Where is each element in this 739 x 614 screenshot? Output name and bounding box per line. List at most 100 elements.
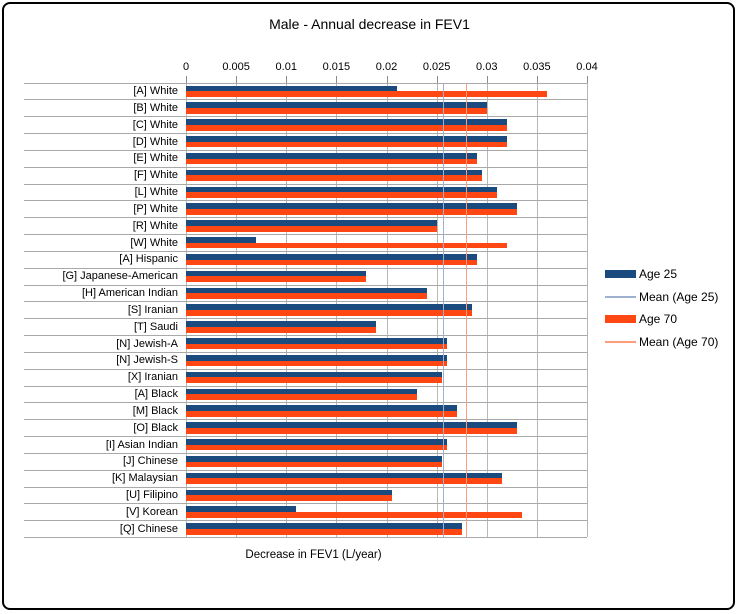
row-separator-line [24, 183, 587, 185]
row-separator-line [24, 250, 587, 252]
category-label: [G] Japanese-American [62, 270, 178, 283]
bar-age70 [186, 394, 417, 400]
legend-label: Age 25 [639, 267, 678, 282]
x-axis-tick-label: 0.005 [222, 61, 250, 73]
bar-age70 [186, 175, 482, 182]
row-separator-line [24, 469, 587, 471]
x-axis-tick-mark [186, 76, 187, 83]
bar-age25 [186, 253, 477, 260]
category-label: [O] Black [133, 421, 178, 434]
x-gridline [486, 82, 488, 537]
bar-age70 [186, 461, 442, 468]
category-label: [S] Iranian [127, 303, 178, 316]
x-axis-tick-label: 0.03 [476, 61, 498, 73]
bar-age70 [186, 411, 457, 417]
bar-age70 [186, 242, 507, 249]
row-separator-line [24, 149, 587, 151]
legend-label: Age 70 [639, 312, 678, 327]
bar-age70 [186, 108, 487, 114]
bar-age25 [186, 523, 462, 529]
bar-age25 [186, 422, 517, 428]
bar-age70 [186, 259, 477, 266]
x-axis-tick-mark [486, 76, 488, 83]
bar-age70 [186, 444, 447, 451]
bar-age25 [186, 119, 507, 125]
category-label: [A] Black [134, 388, 178, 400]
bar-age70 [186, 360, 447, 367]
bar-age25 [186, 237, 257, 243]
bar-age25 [186, 455, 442, 462]
category-label: [N] Jewish-S [116, 354, 178, 367]
row-separator-line [24, 200, 587, 202]
legend-label: Mean (Age 25) [639, 289, 719, 304]
category-label: [M] Black [132, 404, 178, 417]
bar-age25 [186, 287, 427, 294]
category-label: [X] Iranian [127, 371, 178, 384]
bar-age70 [186, 209, 517, 215]
x-axis-tick-mark [536, 76, 538, 83]
row-separator-line [24, 166, 587, 168]
row-separator-line [24, 284, 587, 286]
legend-item-age70: Age 70 [605, 308, 737, 331]
bar-age25 [186, 304, 472, 311]
bar-age70 [186, 326, 377, 333]
category-label: [K] Malaysian [111, 472, 178, 485]
row-separator-line [24, 267, 587, 269]
row-separator-line [24, 301, 587, 303]
row-separator-line [24, 385, 587, 387]
bar-age25 [186, 321, 377, 327]
x-axis-tick-mark [386, 76, 388, 83]
row-separator-line [24, 133, 587, 134]
x-axis-tick-label: 0.035 [523, 61, 551, 73]
row-separator-line [24, 436, 587, 437]
bar-age70 [186, 310, 472, 316]
mean-age25-line-swatch [605, 296, 636, 298]
bar-age70 [186, 141, 507, 148]
row-separator-line [24, 82, 587, 84]
row-separator-line [24, 419, 587, 421]
category-label: [U] Filipino [126, 489, 178, 501]
age70-series-swatch [605, 315, 636, 324]
category-label: [L] White [134, 186, 178, 198]
row-separator-line [24, 116, 587, 118]
category-label: [T] Saudi [133, 320, 178, 333]
row-separator-line [24, 99, 587, 101]
category-label: [J] Chinese [122, 455, 178, 468]
category-label: [B] White [133, 101, 178, 114]
x-gridline [587, 82, 588, 537]
x-axis-tick-mark [436, 76, 438, 83]
row-separator-line [24, 234, 587, 235]
bar-age70 [186, 427, 517, 434]
bar-age70 [186, 343, 447, 350]
category-label: [R] White [132, 219, 178, 232]
category-label: [Q] Chinese [119, 522, 178, 535]
bar-age25 [186, 186, 497, 193]
row-separator-line [24, 537, 587, 538]
x-axis-tick-label: 0.02 [375, 61, 398, 73]
row-separator-line [24, 335, 587, 336]
x-axis-tick-mark [336, 76, 338, 83]
chart-title: Male - Annual decrease in FEV1 [269, 16, 470, 32]
legend-item-mean-age70: Mean (Age 70) [605, 331, 737, 354]
row-separator-line [24, 486, 587, 488]
category-label: [A] Hispanic [119, 253, 178, 266]
x-axis-tick-label: 0 [182, 61, 190, 73]
row-separator-line [24, 217, 587, 219]
bar-age25 [186, 371, 442, 378]
row-separator-line [24, 520, 587, 522]
bar-age70 [186, 528, 462, 535]
x-axis-tick-label: 0.015 [322, 61, 351, 73]
bar-age25 [186, 354, 447, 361]
bar-age25 [186, 506, 297, 513]
x-axis-tick-mark [286, 76, 288, 83]
x-axis-title: Decrease in FEV1 (L/year) [245, 549, 382, 561]
bar-age70 [186, 225, 437, 232]
bar-age25 [186, 439, 447, 445]
category-label: [N] Jewish-A [116, 337, 178, 350]
category-label: [D] White [132, 135, 178, 148]
bar-age25 [186, 152, 477, 159]
row-separator-line [24, 452, 587, 454]
bar-age70 [186, 158, 477, 165]
bar-age25 [186, 102, 487, 109]
bar-age25 [186, 220, 437, 226]
